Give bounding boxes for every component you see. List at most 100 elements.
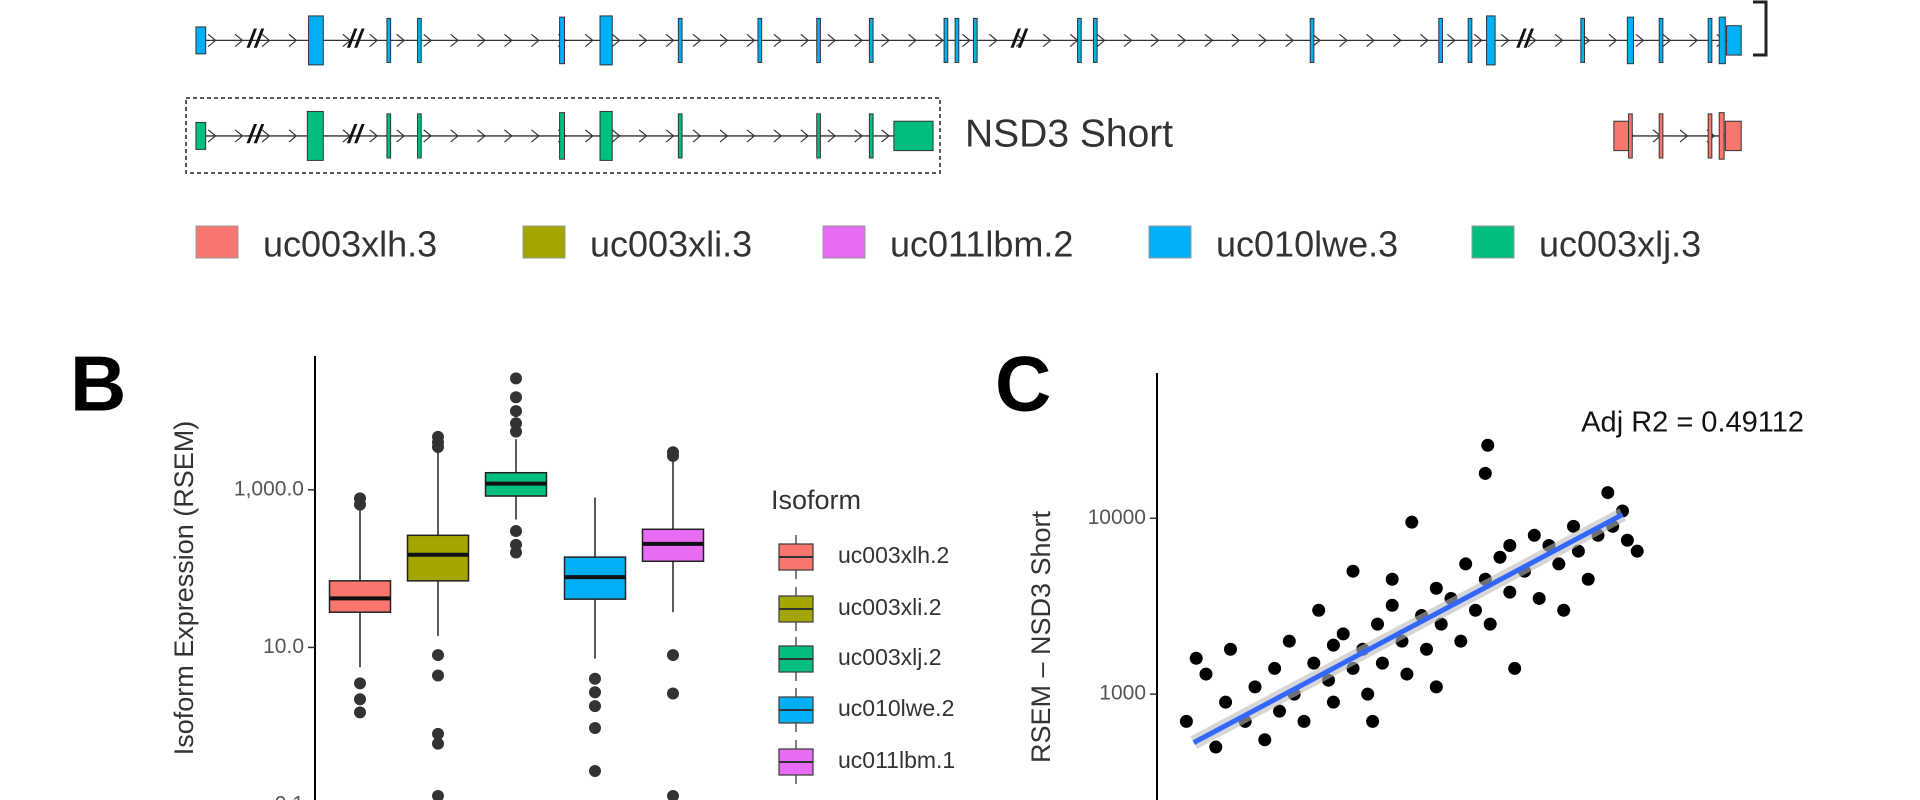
point: [1434, 617, 1448, 631]
point: [1326, 638, 1340, 652]
point: [1189, 651, 1203, 665]
point: [1508, 661, 1522, 675]
y-tick-label: 10.0: [263, 635, 304, 658]
point: [1630, 544, 1644, 558]
point: [1469, 603, 1482, 617]
panel-label: C: [995, 340, 1051, 428]
y-tick-label: 0.1: [275, 793, 304, 800]
legend-key: [195, 225, 239, 259]
y-tick-label: 10000: [1088, 506, 1146, 529]
point: [1405, 515, 1419, 529]
legend-label: uc003xlj.3: [1539, 224, 1701, 265]
exon: [816, 113, 821, 159]
point: [1527, 528, 1541, 542]
annotation: Adj R2 = 0.49112: [1581, 407, 1804, 439]
outlier: [589, 672, 601, 685]
outlier: [589, 765, 601, 778]
point: [1258, 733, 1272, 747]
exon: [1707, 113, 1713, 159]
break-mark: //: [246, 23, 264, 53]
exon: [954, 17, 960, 63]
exon: [677, 17, 683, 63]
exon: [1467, 17, 1473, 63]
break-mark: //: [347, 23, 365, 53]
legend-label: uc011lbm.1: [838, 747, 955, 773]
point: [1571, 544, 1585, 558]
outlier: [510, 525, 522, 538]
outlier: [432, 790, 444, 800]
outlier: [510, 425, 522, 438]
short-box: [185, 97, 941, 174]
point: [1297, 714, 1311, 728]
outlier: [510, 405, 522, 418]
outlier: [589, 686, 601, 699]
point: [1557, 603, 1571, 617]
exon: [1718, 16, 1726, 65]
exon: [1438, 17, 1443, 63]
outlier: [510, 391, 522, 404]
point: [1361, 687, 1375, 701]
point: [1483, 617, 1497, 631]
exon: [757, 17, 763, 63]
point: [1552, 557, 1566, 571]
outlier: [432, 649, 444, 662]
point: [1601, 486, 1615, 500]
break-mark: //: [1516, 23, 1534, 53]
legend-key: [1471, 225, 1515, 259]
outlier: [432, 727, 444, 740]
point: [1581, 572, 1595, 586]
point: [1503, 539, 1517, 553]
exon: [417, 113, 422, 159]
point: [1478, 466, 1492, 480]
exon: [1658, 17, 1664, 63]
point: [1420, 642, 1433, 656]
point: [1346, 564, 1360, 578]
intron-arrow: [207, 33, 1726, 47]
legend-label: uc010lwe.3: [1216, 224, 1398, 265]
point: [1336, 627, 1350, 641]
outlier: [667, 790, 679, 800]
legend-key: [1148, 225, 1192, 259]
exon: [1580, 17, 1586, 63]
exon: [1613, 120, 1630, 152]
legend-label: uc003xlh.2: [838, 542, 949, 568]
point: [1620, 533, 1634, 547]
outlier: [432, 737, 444, 750]
point: [1400, 667, 1414, 681]
long-bracket: [1753, 0, 1768, 57]
exon: [386, 17, 392, 63]
point: [1429, 680, 1443, 694]
point: [1371, 617, 1384, 631]
exon: [1726, 25, 1742, 56]
exon: [417, 17, 422, 63]
y-tick-label: 1000: [1099, 682, 1146, 705]
point: [1268, 661, 1282, 675]
legend-label: uc011lbm.2: [890, 224, 1073, 265]
box: [406, 534, 470, 582]
point: [1307, 656, 1321, 670]
point: [1199, 667, 1213, 681]
point: [1179, 714, 1193, 728]
legend-label: uc003xli.3: [590, 224, 752, 265]
exon: [386, 113, 392, 159]
exon: [1626, 16, 1634, 65]
outlier: [432, 669, 444, 682]
legend-label: uc003xlh.3: [263, 224, 437, 265]
point: [1385, 572, 1399, 586]
exon: [972, 17, 978, 63]
point: [1219, 695, 1233, 709]
exon: [1077, 17, 1082, 63]
y-tick-label: 1,000.0: [234, 477, 304, 500]
exon: [893, 120, 934, 152]
outlier: [667, 649, 679, 662]
exon: [306, 110, 324, 161]
exon: [868, 17, 874, 63]
outlier: [510, 372, 522, 385]
exon: [1724, 120, 1742, 152]
point: [1224, 642, 1237, 656]
exon: [816, 17, 821, 63]
outlier: [432, 440, 444, 453]
outlier: [589, 721, 601, 734]
legend-label: uc010lwe.2: [838, 695, 954, 721]
